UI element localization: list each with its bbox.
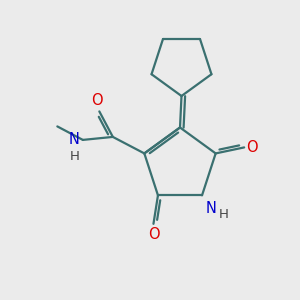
Text: N: N	[206, 201, 217, 216]
Text: H: H	[70, 149, 80, 163]
Text: H: H	[218, 208, 228, 221]
Text: O: O	[247, 140, 258, 155]
Text: O: O	[148, 227, 159, 242]
Text: O: O	[91, 93, 103, 108]
Text: N: N	[69, 132, 80, 147]
